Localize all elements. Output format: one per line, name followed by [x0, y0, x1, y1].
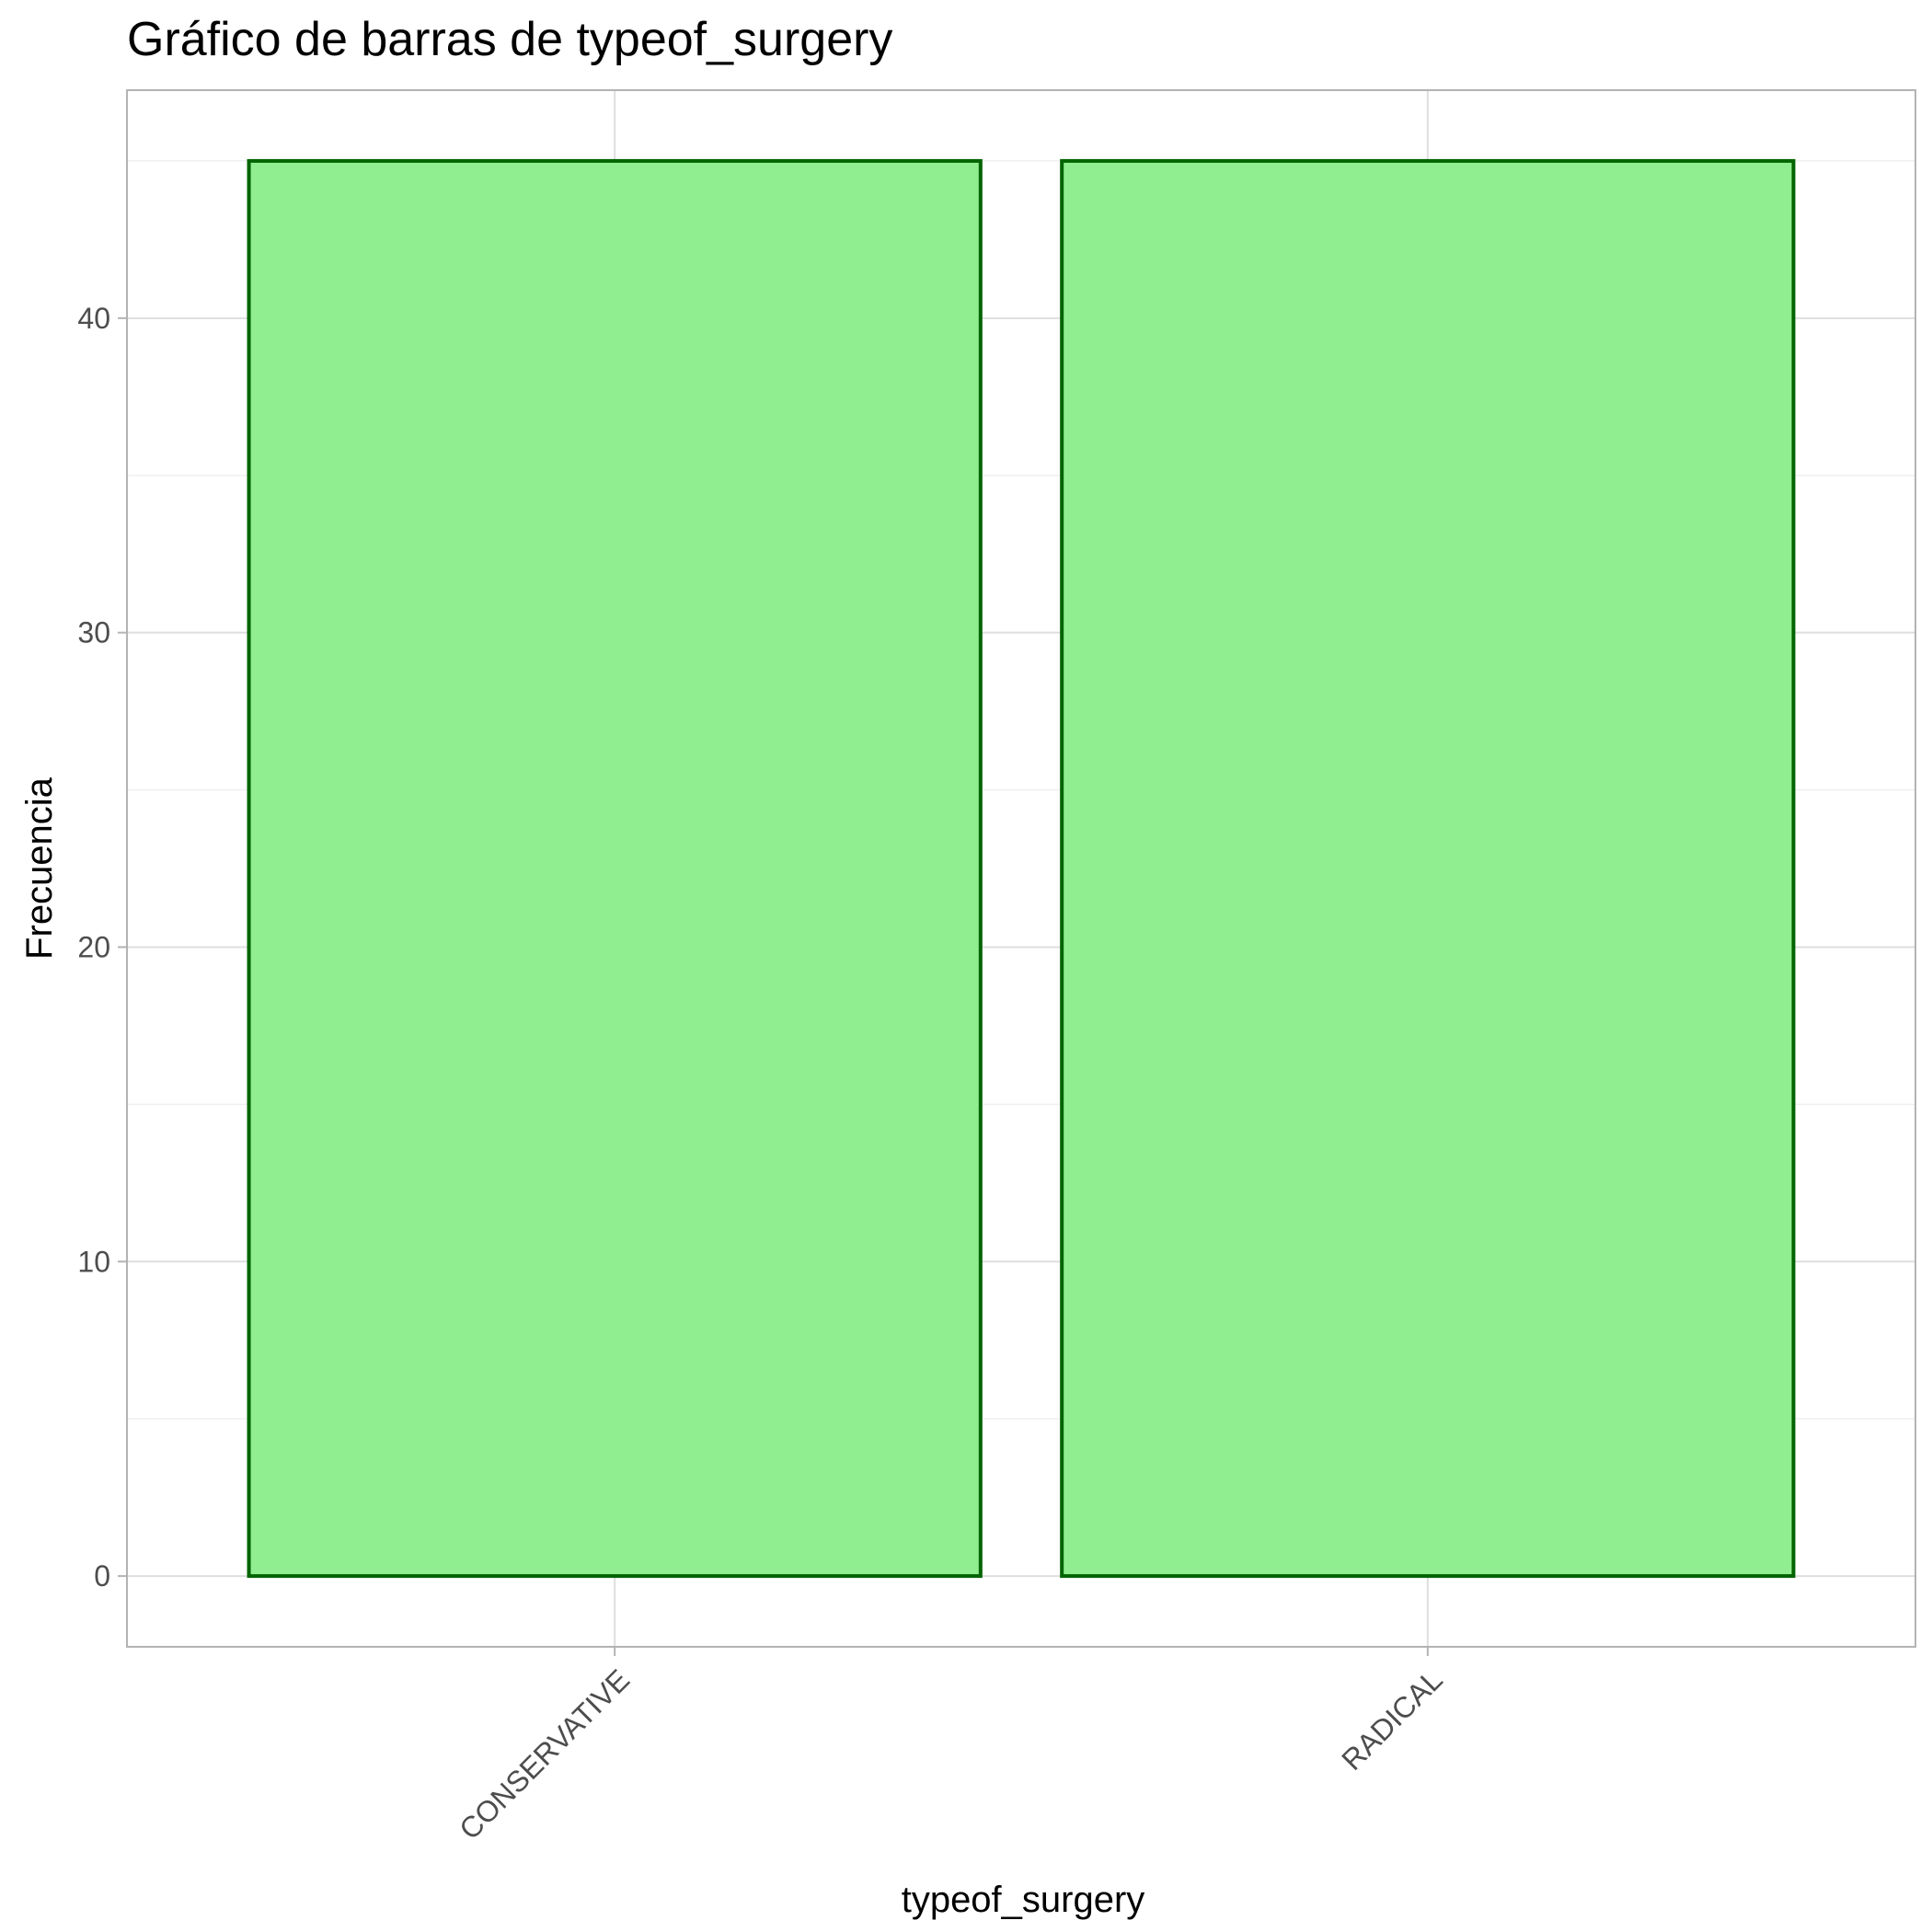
y-tick-label-0: 0 — [94, 1559, 110, 1593]
bars-layer — [247, 158, 1796, 1579]
panel-border — [126, 89, 1916, 1648]
bar-radical — [1060, 158, 1796, 1579]
x-tick-label-radical: RADICAL — [1335, 1662, 1449, 1777]
y-tick-label-1: 10 — [77, 1245, 110, 1278]
y-tick-label-3: 30 — [77, 616, 110, 650]
y-tick-label-4: 40 — [77, 302, 110, 335]
bar-conservative — [247, 158, 983, 1579]
x-tick-label-conservative: CONSERVATIVE — [453, 1662, 636, 1846]
y-tick-label-2: 20 — [77, 930, 110, 963]
chart-title: Gráfico de barras de typeof_surgery — [127, 13, 892, 66]
y-axis-title: Frecuencia — [19, 776, 60, 960]
ticks-layer — [118, 316, 1429, 1656]
x-axis-title: typeof_surgery — [902, 1880, 1145, 1920]
